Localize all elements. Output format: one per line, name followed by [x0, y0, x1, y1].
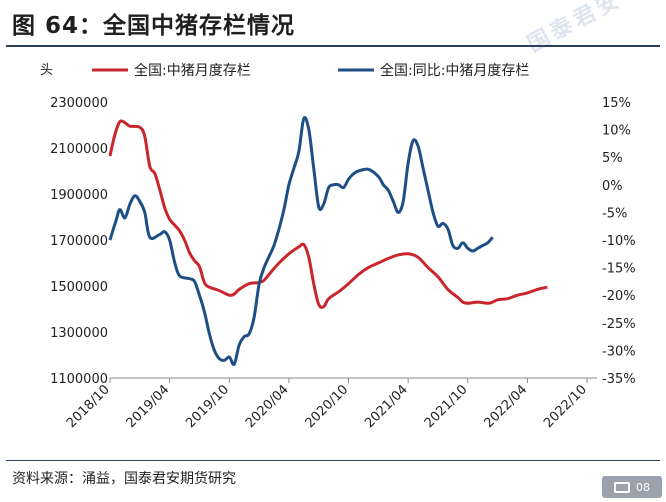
x-tick-label: 2022/04 [481, 382, 530, 431]
right-tick-label: -25% [602, 317, 636, 332]
series-line-yoy [108, 116, 494, 366]
title-divider [6, 45, 660, 47]
right-tick-label: 5% [602, 151, 623, 166]
x-tick-label: 2021/10 [422, 382, 471, 431]
right-tick-label: -30% [602, 344, 636, 359]
y-unit-label: 头 [40, 63, 53, 78]
left-tick-label: 2300000 [50, 96, 108, 111]
left-tick-label: 1500000 [50, 280, 108, 295]
right-tick-label: -20% [602, 289, 636, 304]
right-tick-label: 10% [602, 124, 631, 139]
figure-title: 图 64：全国中猪存栏情况 [12, 13, 296, 39]
right-tick-label: 0% [602, 179, 623, 194]
x-tick-label: 2019/04 [124, 382, 173, 431]
right-tick-label: -10% [602, 234, 636, 249]
right-axis: -35% -30% -25% -20% -15% -10% -5% 0% 5% 10% 15% [602, 96, 636, 387]
badge-text: 08 [636, 480, 650, 494]
left-tick-label: 1900000 [50, 188, 108, 203]
x-tick-label: 2020/10 [303, 382, 352, 431]
x-tick-label: 2018/10 [64, 382, 113, 431]
x-axis: 2018/10 2019/04 2019/10 2020/04 2020/10 2021/… [64, 377, 597, 431]
page-badge: 08 [602, 476, 662, 498]
right-tick-label: -15% [602, 262, 636, 277]
legend-label-blue: 全国:同比:中猪月度存栏 [380, 62, 529, 79]
left-tick-label: 1100000 [50, 372, 108, 387]
right-tick-label: -5% [602, 206, 627, 221]
line-chart: 1100000 1300000 1500000 1700000 1900000 21000… [40, 62, 636, 431]
camera-icon [614, 481, 630, 493]
left-axis: 1100000 1300000 1500000 1700000 1900000 21000… [50, 96, 108, 387]
x-tick-label: 2020/04 [243, 382, 292, 431]
right-tick-label: 15% [602, 96, 631, 111]
chart-legend: 头 全国:中猪月度存栏 全国:同比:中猪月度存栏 [40, 62, 529, 79]
series-line-inventory [108, 119, 548, 309]
source-note: 资料来源：涌益，国泰君安期货研究 [12, 471, 236, 487]
left-tick-label: 2100000 [50, 142, 108, 157]
series-layer [108, 116, 548, 366]
x-tick-label: 2021/04 [362, 382, 411, 431]
x-tick-label: 2022/10 [541, 382, 590, 431]
x-tick-label: 2019/10 [183, 382, 232, 431]
footer-divider [6, 460, 660, 461]
left-tick-label: 1700000 [50, 234, 108, 249]
left-tick-label: 1300000 [50, 326, 108, 341]
right-tick-label: -35% [602, 372, 636, 387]
legend-label-red: 全国:中猪月度存栏 [134, 62, 251, 79]
